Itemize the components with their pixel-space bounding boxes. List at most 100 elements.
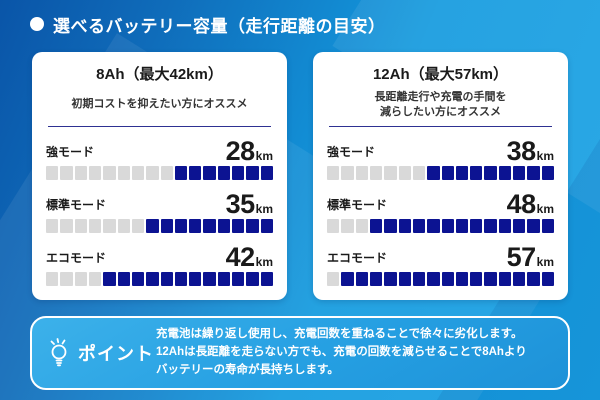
bar-segment-filled [470, 272, 483, 286]
distance-value: 28 km [225, 135, 273, 166]
bar-segment-filled [260, 272, 273, 286]
bar-segment-filled [513, 166, 526, 180]
bar-segment-filled [232, 166, 245, 180]
distance-bar [46, 166, 273, 180]
bar-segment-empty [46, 166, 59, 180]
bar-segment-empty [117, 166, 130, 180]
bar-segment-filled [470, 219, 483, 233]
bar-segment-filled [246, 166, 259, 180]
distance-number: 28 [225, 135, 256, 166]
bar-segment-filled [217, 166, 231, 180]
page-title: 選べるバッテリー容量（走行距離の目安） [53, 16, 386, 36]
bullet-circle-icon [30, 17, 44, 31]
bar-segment-filled [484, 166, 497, 180]
bar-segment-filled [541, 272, 554, 286]
bar-segment-filled [232, 272, 245, 286]
bar-segment-filled [246, 219, 259, 233]
battery-card-8ah: 8Ah（最大42km） 初期コストを抑えたい方にオススメ 強モード 28 km 標準モ… [32, 52, 287, 300]
point-label-group: ポイント [46, 335, 156, 372]
distance-value: 42 km [226, 243, 273, 270]
bar-segment-filled [203, 166, 216, 180]
distance-unit: km [255, 148, 273, 163]
distance-unit: km [255, 201, 273, 216]
bar-segment-filled [203, 272, 216, 286]
bar-segment-filled [174, 219, 188, 233]
bar-segment-filled [160, 272, 173, 286]
bar-segment-filled [217, 219, 231, 233]
bar-segment-filled [527, 219, 540, 233]
bar-segment-empty [398, 166, 411, 180]
bar-segment-filled [455, 166, 469, 180]
bar-segment-empty [46, 219, 59, 233]
bar-segment-filled [427, 219, 440, 233]
bar-segment-filled [341, 272, 354, 286]
bar-segment-filled [412, 219, 426, 233]
bar-segment-empty [60, 272, 73, 286]
bar-segment-empty [74, 219, 87, 233]
distance-number: 35 [225, 188, 256, 219]
bar-segment-filled [427, 166, 440, 180]
mode-label: 強モード [46, 145, 95, 159]
card-subtitle-line: 初期コストを抑えたい方にオススメ [71, 98, 248, 111]
bar-segment-filled [117, 272, 130, 286]
distance-unit: km [536, 201, 554, 216]
divider [48, 126, 271, 127]
mode-row: 強モード 28 km [46, 136, 273, 180]
point-label: ポイント [78, 344, 154, 364]
mode-label: エコモード [46, 251, 107, 265]
bar-segment-empty [327, 272, 340, 286]
bar-segment-filled [498, 219, 512, 233]
bar-segment-filled [455, 272, 469, 286]
bar-segment-empty [74, 272, 87, 286]
bar-segment-empty [355, 219, 368, 233]
bar-segment-filled [541, 166, 554, 180]
bar-segment-empty [160, 166, 173, 180]
bar-segment-filled [384, 272, 397, 286]
bar-segment-empty [60, 219, 73, 233]
card-subtitle: 長距離走行や充電の手間を 減らしたい方にオススメ [327, 88, 554, 121]
bar-segment-empty [88, 166, 102, 180]
mode-label: 標準モード [327, 198, 388, 212]
bar-segment-filled [498, 272, 512, 286]
distance-unit: km [536, 148, 554, 163]
point-text-line: 12Ahは長距離を走らない方でも、充電の回数を減らせることで8Ahより [156, 346, 527, 359]
battery-cards: 8Ah（最大42km） 初期コストを抑えたい方にオススメ 強モード 28 km 標準モ… [32, 52, 568, 300]
mode-row: エコモード 57 km [327, 242, 554, 286]
bar-segment-filled [441, 219, 454, 233]
bar-segment-filled [455, 219, 469, 233]
bar-segment-filled [384, 219, 397, 233]
bar-segment-empty [146, 166, 159, 180]
bar-segment-filled [189, 166, 202, 180]
bar-segment-filled [398, 272, 411, 286]
page-header: 選べるバッテリー容量（走行距離の目安） [30, 0, 386, 48]
distance-value: 57 km [507, 243, 554, 270]
bar-segment-filled [527, 272, 540, 286]
bar-segment-filled [203, 219, 216, 233]
bar-segment-filled [527, 166, 540, 180]
bar-segment-filled [260, 166, 273, 180]
bar-segment-filled [470, 166, 483, 180]
bar-segment-filled [369, 219, 383, 233]
distance-unit: km [255, 254, 273, 269]
bar-segment-empty [103, 219, 116, 233]
bar-segment-empty [412, 166, 426, 180]
distance-bar [327, 219, 554, 233]
distance-bar [327, 272, 554, 286]
bar-segment-filled [189, 272, 202, 286]
card-title: 12Ah（最大57km） [372, 66, 509, 83]
mode-row: 強モード 38 km [327, 136, 554, 180]
mode-label: 強モード [327, 145, 376, 159]
bar-segment-empty [103, 166, 116, 180]
card-title: 8Ah（最大42km） [96, 66, 223, 83]
bar-segment-filled [484, 272, 497, 286]
mode-rows: 強モード 38 km 標準モード 48 km エコモード 57 km [327, 136, 554, 286]
bar-segment-filled [103, 272, 116, 286]
bar-segment-empty [327, 166, 340, 180]
card-subtitle: 初期コストを抑えたい方にオススメ [46, 88, 273, 121]
bar-segment-filled [441, 166, 454, 180]
distance-bar [46, 219, 273, 233]
bar-segment-empty [46, 272, 59, 286]
bar-segment-filled [160, 219, 173, 233]
bar-segment-empty [355, 166, 368, 180]
